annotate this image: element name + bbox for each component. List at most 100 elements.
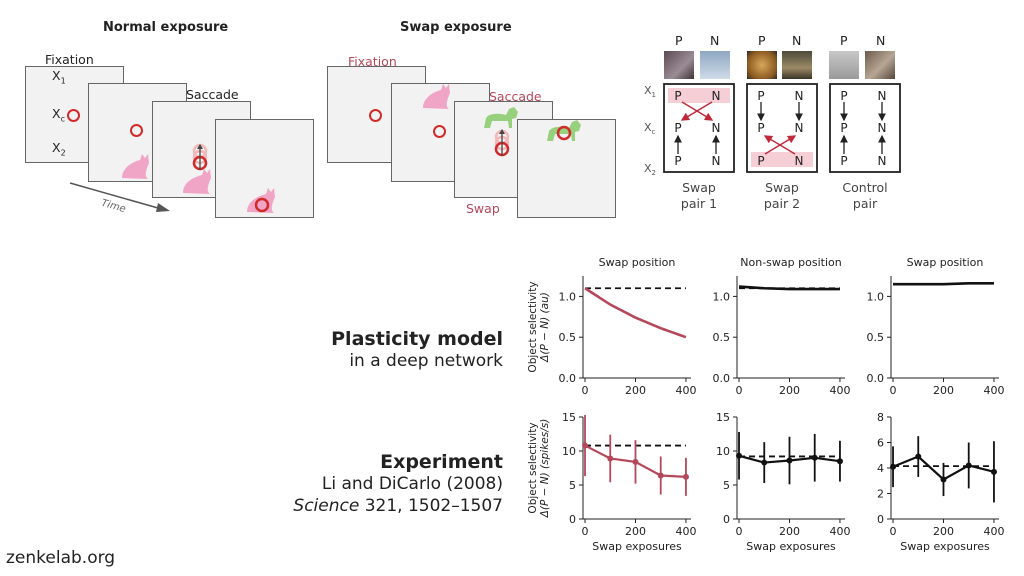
- swap-pair-1-label: Swap pair 1: [680, 180, 718, 211]
- fixation-ring-2: [130, 124, 143, 137]
- fixation-ring-1: [67, 109, 80, 122]
- control-pair-box: [829, 83, 901, 173]
- y-tick-label: 1.0: [867, 290, 885, 303]
- experiment-citation: Science 321, 1502–1507: [293, 496, 503, 516]
- data-point: [736, 452, 743, 459]
- x-tick-label: 0: [890, 384, 897, 397]
- x-axis-label: Swap exposures: [746, 540, 836, 553]
- plane-thumbnail: [700, 51, 730, 79]
- y-tick-label: 0.0: [559, 372, 577, 385]
- y-tick-label: 1.0: [559, 290, 577, 303]
- data-point: [657, 472, 664, 479]
- x-tick-label: 0: [582, 525, 589, 538]
- x-tick-label: 200: [779, 384, 800, 397]
- control-n-header: N: [876, 33, 886, 48]
- time-arrow: [69, 182, 166, 211]
- data-point: [786, 457, 793, 464]
- y-tick-label: 6: [877, 437, 884, 450]
- dog-thumbnail: [747, 51, 777, 79]
- data-point: [915, 453, 922, 460]
- experiment-title: Experiment: [380, 451, 503, 473]
- swap-exposure-overlay: [423, 84, 581, 157]
- y-tick-label: 0.5: [559, 331, 577, 344]
- pair2-n-header: N: [792, 33, 802, 48]
- x-tick-label: 200: [933, 384, 954, 397]
- data-point: [607, 455, 614, 462]
- x-axis-label: Swap exposures: [592, 540, 682, 553]
- cat-icon: [122, 154, 149, 179]
- svg-text:P: P: [674, 121, 681, 135]
- svg-text:P: P: [840, 121, 847, 135]
- bird-thumbnail: [782, 51, 812, 79]
- swap-label: Swap: [466, 201, 500, 216]
- pair1-n-header: N: [710, 33, 720, 48]
- y-tick-label: 10: [562, 445, 576, 458]
- series-line: [584, 287, 687, 339]
- y-axis-label: Object selectivity: [527, 422, 539, 513]
- swap-pair-2-box: [746, 83, 818, 173]
- cat-icon: [423, 84, 450, 109]
- data-point: [990, 468, 997, 475]
- dog-icon: [484, 107, 518, 128]
- series-line: [738, 285, 840, 291]
- data-point: [965, 462, 972, 469]
- svg-text:N: N: [878, 121, 887, 135]
- y-tick-label: 0: [877, 513, 884, 526]
- y-tick-label: 0.0: [867, 372, 885, 385]
- final-ring: [254, 197, 270, 213]
- swap-saccade-label: Saccade: [489, 89, 542, 104]
- chart-title: Non-swap position: [740, 256, 841, 269]
- y-axis-label-units: Δ(P − N) (au): [539, 292, 551, 363]
- y-tick-label: 5: [723, 479, 730, 492]
- svg-text:N: N: [878, 154, 887, 168]
- swap-fixation-label: Fixation: [348, 54, 397, 69]
- svg-text:P: P: [840, 89, 847, 103]
- svg-text:N: N: [712, 154, 721, 168]
- experiment-reference: Li and DiCarlo (2008): [321, 474, 503, 494]
- x-tick-label: 200: [933, 525, 954, 538]
- x2-label: X2: [52, 140, 66, 158]
- x-tick-label: 0: [582, 384, 589, 397]
- x-axis-label: Swap exposures: [900, 540, 990, 553]
- data-point: [811, 454, 818, 461]
- model-row-label: Plasticity model in a deep network: [331, 328, 503, 372]
- y-tick-label: 15: [562, 411, 576, 424]
- y-tick-label: 0: [723, 513, 730, 526]
- svg-text:N: N: [878, 89, 887, 103]
- pairs-x1-label: X1: [644, 84, 657, 100]
- swap-exposure-title: Swap exposure: [400, 20, 512, 35]
- dog-icon: [547, 120, 581, 141]
- svg-text:P: P: [757, 121, 764, 135]
- x-tick-label: 200: [779, 525, 800, 538]
- pairs-diagram: P N P N P N P N P N P N P N P N P N: [663, 83, 901, 173]
- model-subtitle: in a deep network: [349, 351, 503, 371]
- y-tick-label: 4: [877, 462, 884, 475]
- y-axis-label: Object selectivity: [527, 281, 539, 372]
- svg-text:P: P: [757, 89, 764, 103]
- x-tick-label: 400: [983, 384, 1004, 397]
- y-axis-label-units: Δ(P − N) (spikes/s): [539, 419, 551, 519]
- experiment-row-label: Experiment Li and DiCarlo (2008) Science…: [293, 451, 503, 517]
- y-tick-label: 10: [716, 445, 730, 458]
- svg-text:P: P: [757, 154, 764, 168]
- x-tick-label: 400: [829, 525, 850, 538]
- model-title: Plasticity model: [331, 328, 503, 350]
- chart-title: Swap position: [907, 256, 984, 269]
- swap-pair-2-label: Swap pair 2: [763, 180, 801, 211]
- x-tick-label: 0: [736, 525, 743, 538]
- swap-pair-1-box: [663, 83, 735, 173]
- swap-fixation-ring-1: [369, 109, 382, 122]
- x-tick-label: 400: [829, 384, 850, 397]
- data-point: [836, 458, 843, 465]
- x1-label: X1: [52, 68, 66, 86]
- chart-title: Swap position: [599, 256, 676, 269]
- y-tick-label: 5: [569, 479, 576, 492]
- x-tick-label: 400: [675, 384, 696, 397]
- y-tick-label: 0.5: [867, 331, 885, 344]
- footer-site: zenkelab.org: [6, 548, 116, 568]
- pair1-p-header: P: [675, 33, 683, 48]
- data-point: [582, 442, 589, 449]
- data-point: [632, 458, 639, 465]
- xc-label: Xc: [52, 106, 65, 124]
- cat-thumbnail-2: [865, 51, 895, 79]
